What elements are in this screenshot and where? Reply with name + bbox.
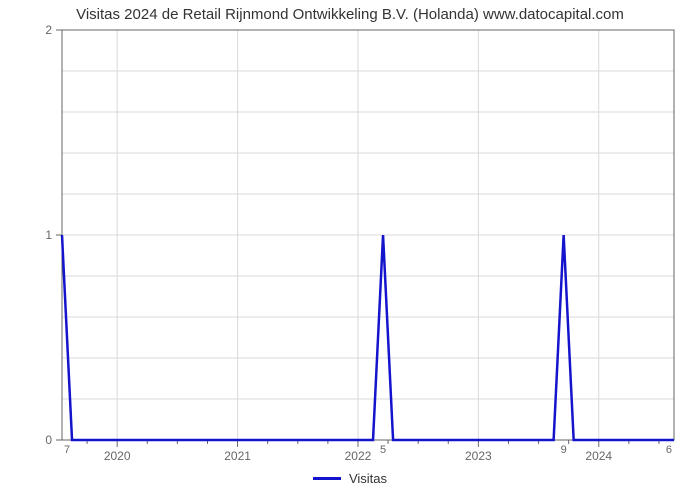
svg-text:2: 2: [45, 23, 52, 37]
svg-text:5: 5: [380, 444, 386, 456]
svg-text:0: 0: [45, 433, 52, 447]
svg-text:2022: 2022: [345, 449, 372, 463]
legend-label: Visitas: [349, 471, 387, 486]
svg-text:9: 9: [561, 444, 567, 456]
chart-container: Visitas 2024 de Retail Rijnmond Ontwikke…: [0, 0, 700, 500]
svg-text:2023: 2023: [465, 449, 492, 463]
svg-text:2024: 2024: [585, 449, 612, 463]
svg-text:1: 1: [45, 228, 52, 242]
svg-text:2021: 2021: [224, 449, 251, 463]
legend: Visitas: [0, 470, 700, 486]
svg-text:2020: 2020: [104, 449, 131, 463]
line-chart: 0 1 2 2020 2021 2022 2023 2024 7 5 9 6: [0, 0, 700, 500]
svg-text:6: 6: [666, 444, 672, 456]
chart-title: Visitas 2024 de Retail Rijnmond Ontwikke…: [0, 6, 700, 23]
legend-swatch: [313, 477, 341, 480]
svg-text:7: 7: [64, 444, 70, 456]
